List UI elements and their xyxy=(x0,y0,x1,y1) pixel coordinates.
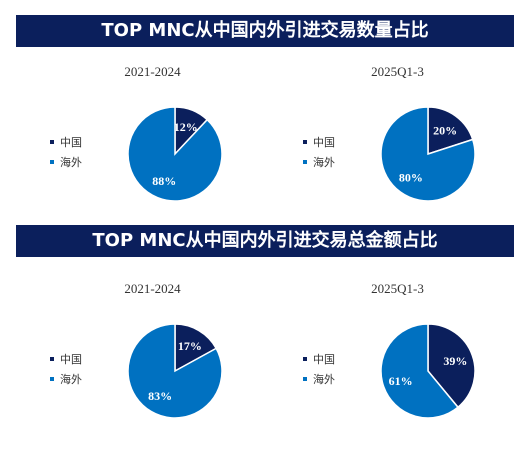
legend-label-china: 中国 xyxy=(60,353,82,366)
pie-panel-amount-2025q1-3: 2025Q1-3 中国 海外 39% 61% xyxy=(265,281,530,451)
pie-chart: 39% 61% xyxy=(380,323,476,419)
pie-slice-china xyxy=(427,106,474,156)
pie-slice-overseas xyxy=(127,106,223,202)
legend-label-overseas: 海外 xyxy=(313,156,335,169)
pie-slice-china xyxy=(427,323,476,409)
pie-chart: 20% 80% xyxy=(380,106,476,202)
legend-label-overseas: 海外 xyxy=(60,156,82,169)
pie-label-china: 20% xyxy=(433,123,457,137)
pie-panel-amount-2021-2024: 2021-2024 中国 海外 17% 83% xyxy=(20,281,285,451)
pie-label-overseas: 88% xyxy=(152,174,176,188)
pie-title: 2021-2024 xyxy=(124,64,181,79)
pie-slice-china xyxy=(174,323,218,373)
legend-swatch-china xyxy=(50,140,54,144)
pie-slice-overseas xyxy=(380,323,460,419)
legend-label-overseas: 海外 xyxy=(60,373,82,386)
pie-label-china: 12% xyxy=(174,120,198,134)
legend-item-china: 中国 xyxy=(50,349,82,369)
pie-title: 2025Q1-3 xyxy=(371,64,424,79)
pie-label-china: 17% xyxy=(178,339,202,353)
pie-title: 2021-2024 xyxy=(124,281,181,296)
legend-item-china: 中国 xyxy=(303,132,335,152)
pie-label-overseas: 61% xyxy=(389,374,413,388)
pie-slice-overseas xyxy=(127,323,223,419)
pie-label-overseas: 80% xyxy=(399,171,423,185)
pie-label-overseas: 83% xyxy=(148,389,172,403)
pie-panel-quantity-2021-2024: 2021-2024 中国 海外 12% 88% xyxy=(20,64,285,234)
legend-swatch-overseas xyxy=(303,160,307,164)
legend-label-china: 中国 xyxy=(60,136,82,149)
pie-chart: 12% 88% xyxy=(127,106,223,202)
legend-label-overseas: 海外 xyxy=(313,373,335,386)
legend-swatch-overseas xyxy=(50,377,54,381)
legend-swatch-overseas xyxy=(50,160,54,164)
legend-label-china: 中国 xyxy=(313,136,335,149)
pie-panel-quantity-2025q1-3: 2025Q1-3 中国 海外 20% 80% xyxy=(265,64,530,234)
quantity-share-banner: TOP MNC从中国内外引进交易数量占比 xyxy=(16,15,514,47)
pie-label-china: 39% xyxy=(443,354,467,368)
pie-chart: 17% 83% xyxy=(127,323,223,419)
pie-legend: 中国 海外 xyxy=(50,132,82,172)
legend-item-china: 中国 xyxy=(303,349,335,369)
legend-item-overseas: 海外 xyxy=(50,369,82,389)
legend-item-overseas: 海外 xyxy=(303,369,335,389)
pie-legend: 中国 海外 xyxy=(50,349,82,389)
legend-item-china: 中国 xyxy=(50,132,82,152)
legend-item-overseas: 海外 xyxy=(303,152,335,172)
legend-swatch-china xyxy=(50,357,54,361)
legend-swatch-china xyxy=(303,357,307,361)
legend-swatch-overseas xyxy=(303,377,307,381)
pie-slice-overseas xyxy=(380,106,476,202)
pie-legend: 中国 海外 xyxy=(303,132,335,172)
pie-title: 2025Q1-3 xyxy=(371,281,424,296)
legend-item-overseas: 海外 xyxy=(50,152,82,172)
amount-share-banner: TOP MNC从中国内外引进交易总金额占比 xyxy=(16,225,514,257)
legend-label-china: 中国 xyxy=(313,353,335,366)
pie-legend: 中国 海外 xyxy=(303,349,335,389)
legend-swatch-china xyxy=(303,140,307,144)
